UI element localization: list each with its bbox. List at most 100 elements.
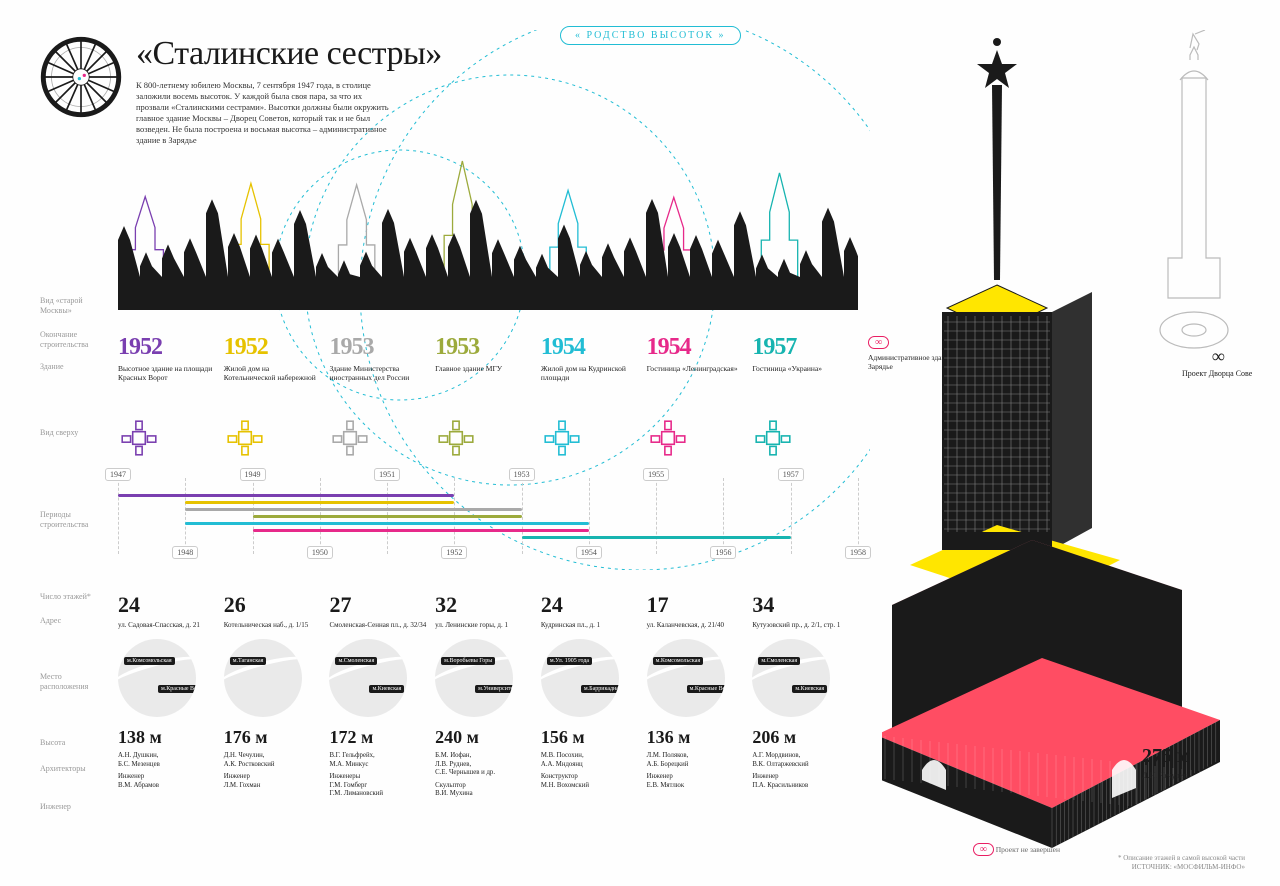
metro-tag: м.Красные Ворота — [687, 685, 725, 693]
metro-tag: м.Комсомольская — [653, 657, 704, 665]
plan-icon — [647, 417, 689, 459]
engineer: ИнженерП.А. Красильников — [752, 773, 850, 790]
metro-tag: м.Смоленская — [758, 657, 800, 665]
plans-row — [118, 410, 858, 466]
address: Кутузовский пр., д. 2/1, стр. 1 — [752, 621, 850, 629]
data-col: 24 ул. Садовая-Спасская, д. 21 м.Комсомо… — [118, 592, 224, 799]
gantt-bar — [185, 501, 454, 504]
building-col: 1954 Жилой дом на Кудринской площади — [541, 334, 647, 394]
architects: В.Г. Гельфрейх,М.А. Минкус — [329, 752, 427, 769]
gantt-tick: 1947 — [105, 468, 131, 481]
address: Смоленская-Сенная пл., д. 32/34 — [329, 621, 427, 629]
year-value: 1954 — [541, 334, 647, 361]
plan-col — [118, 410, 224, 466]
metro-tag: м.Комсомольская — [124, 657, 175, 665]
height-value: 138 м — [118, 727, 216, 748]
plan-col — [752, 410, 858, 466]
plan-icon — [541, 417, 583, 459]
plan-icon — [752, 417, 794, 459]
label-arch: Архитекторы — [40, 764, 110, 774]
address: ул. Ленинские горы, д. 1 — [435, 621, 533, 629]
header: «Сталинские сестры» К 800-летнему юбилею… — [40, 36, 460, 146]
iso-tower — [942, 292, 1092, 550]
gantt-bar — [522, 536, 791, 539]
palace-outline — [1160, 30, 1228, 348]
metro-tag: м.Красные Ворота — [158, 685, 196, 693]
location-map: м.Воробьевы Горым.Университет — [435, 639, 513, 717]
data-col: 32 ул. Ленинские горы, д. 1 м.Воробьевы … — [435, 592, 541, 799]
gantt-tick: 1949 — [240, 468, 266, 481]
plan-col — [224, 410, 330, 466]
address: ул. Садовая-Спасская, д. 21 — [118, 621, 216, 629]
isometric-building: ∞ Проект Дворца Советов — [882, 30, 1252, 850]
architects: А.Г. Мордвинов,В.К. Олтаржевский — [752, 752, 850, 769]
relationship-badge: « РОДСТВО ВЫСОТОК » — [560, 26, 741, 45]
engineer: КонструкторМ.Н. Вохомский — [541, 773, 639, 790]
svg-text:Д.Н. Чечулин: Д.Н. Чечулин — [1142, 771, 1189, 780]
gantt-bar — [253, 515, 522, 518]
height-value: 240 м — [435, 727, 533, 748]
plan-icon — [224, 417, 266, 459]
page-title: «Сталинские сестры» — [136, 36, 460, 72]
label-addr: Адрес — [40, 616, 110, 626]
gantt-bar — [253, 529, 589, 532]
plan-col — [541, 410, 647, 466]
location-map: м.Комсомольская м.Красные Ворота — [118, 639, 196, 717]
metro-tag: м.Киевская — [792, 685, 827, 693]
building-name: Жилой дом на Кудринской площади — [541, 364, 636, 382]
gantt-tick: 1950 — [307, 546, 333, 559]
svg-text:275 м: 275 м — [1142, 745, 1191, 767]
skyline — [118, 135, 858, 310]
label-old-moscow: Вид «старой Москвы» — [40, 296, 110, 316]
svg-text:Проект Дворца Советов: Проект Дворца Советов — [1182, 369, 1252, 378]
metro-tag: м.Баррикадная — [581, 685, 619, 693]
building-col: 1953 Главное здание МГУ — [435, 334, 541, 394]
building-col: 1952 Высотное здание на площади Красных … — [118, 334, 224, 394]
engineer: СкульпторВ.И. Мухина — [435, 782, 533, 799]
gantt-bar — [185, 508, 521, 511]
building-name: Жилой дом на Котельнической набережной — [224, 364, 319, 382]
label-loc: Место расположения — [40, 672, 110, 692]
engineer: ИнженерыГ.М. ГомбергГ.М. Лимановский — [329, 773, 427, 799]
label-floors: Число этажей* — [40, 592, 110, 602]
location-map: м.Смоленская м.Киевская — [752, 639, 830, 717]
gantt-tick: 1956 — [710, 546, 736, 559]
height-value: 172 м — [329, 727, 427, 748]
year-value: 1957 — [752, 334, 858, 361]
label-height: Высота — [40, 738, 110, 748]
engineer: ИнженерЕ.В. Мятлюк — [647, 773, 745, 790]
address: Кудринская пл., д. 1 — [541, 621, 639, 629]
gantt-tick: 1948 — [172, 546, 198, 559]
engineer: ИнженерВ.М. Абрамов — [118, 773, 216, 790]
floors-value: 27 — [329, 592, 427, 618]
gantt-tick: 1957 — [778, 468, 804, 481]
floors-value: 34 — [752, 592, 850, 618]
data-block: 24 ул. Садовая-Спасская, д. 21 м.Комсомо… — [118, 592, 858, 799]
architects: А.Н. Душкин,Б.С. Мезенцев — [118, 752, 216, 769]
building-col: 1953 Здание Министерства иностранных дел… — [329, 334, 435, 394]
year-value: 1953 — [435, 334, 541, 361]
architects: Л.М. Поляков,А.Б. Борецкий — [647, 752, 745, 769]
floors-value: 17 — [647, 592, 745, 618]
label-plan: Вид сверху — [40, 428, 110, 438]
construction-gantt: 1947194819491950195119521953195419551956… — [118, 486, 858, 558]
gantt-tick: 1954 — [576, 546, 602, 559]
location-map: м.Смоленскаям.Киевская — [329, 639, 407, 717]
gantt-bar — [118, 494, 454, 497]
building-name: Гостиница «Украина» — [752, 364, 847, 373]
metro-tag: м.Ул. 1905 года — [547, 657, 592, 665]
location-map: м.Ул. 1905 года м.Баррикадная — [541, 639, 619, 717]
architects: Д.Н. Чечулин,А.К. Ростковский — [224, 752, 322, 769]
year-value: 1954 — [647, 334, 753, 361]
building-col: 1954 Гостиница «Ленинградская» — [647, 334, 753, 394]
data-col: 17 ул. Каланчевская, д. 21/40 м.Комсомол… — [647, 592, 753, 799]
year-value: 1952 — [118, 334, 224, 361]
location-map: м.Таганская — [224, 639, 302, 717]
building-name: Высотное здание на площади Красных Ворот — [118, 364, 213, 382]
location-map: м.Комсомольская м.Красные Ворота — [647, 639, 725, 717]
metro-tag: м.Воробьевы Горы — [441, 657, 495, 665]
plan-col — [329, 410, 435, 466]
infinity-icon: ∞ — [973, 843, 994, 856]
plan-icon — [118, 417, 160, 459]
gantt-tick: 1955 — [643, 468, 669, 481]
